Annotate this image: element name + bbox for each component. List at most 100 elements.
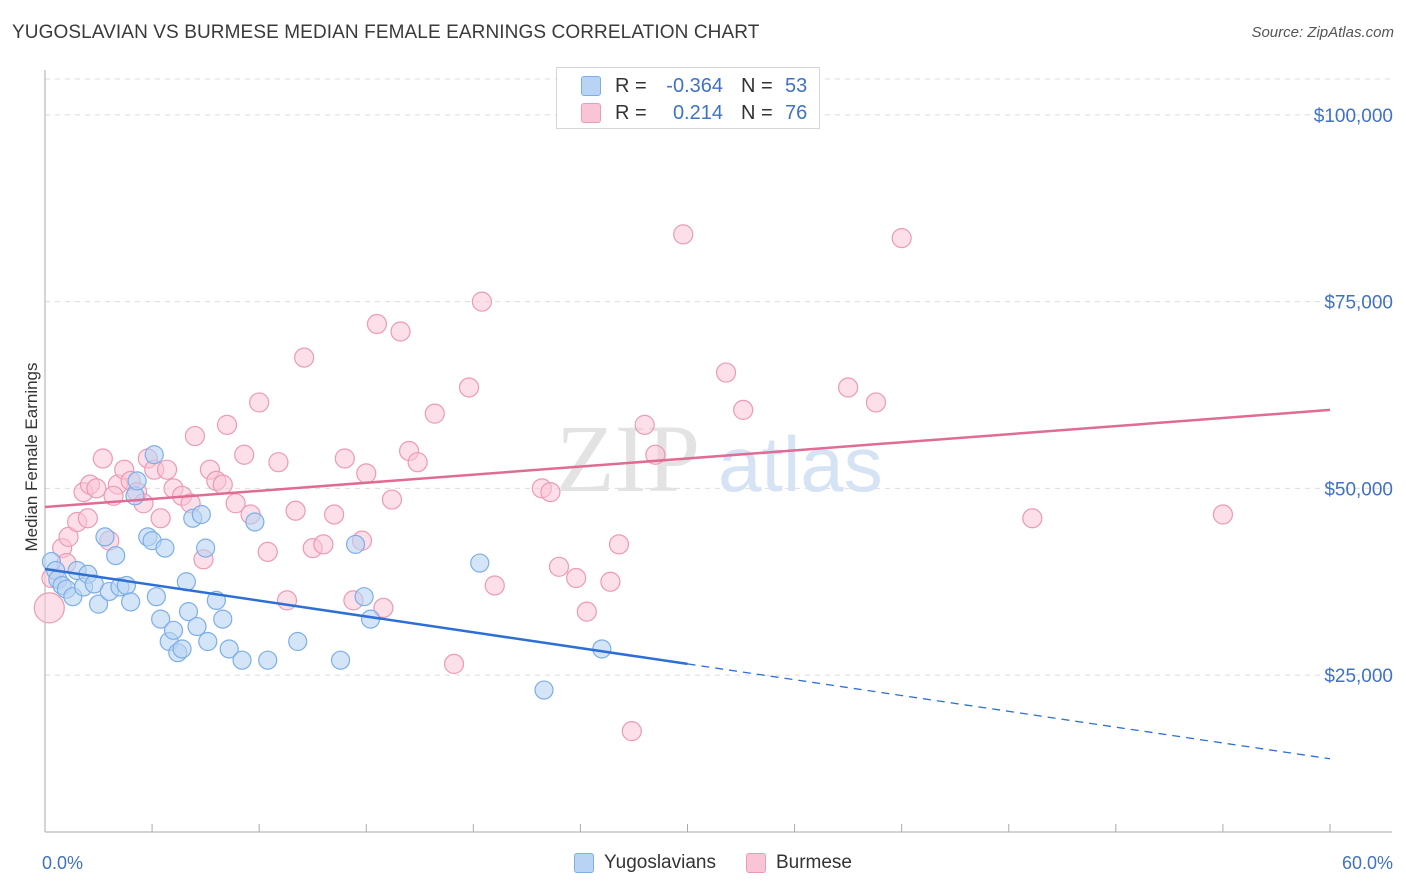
burmese-point [634, 414, 655, 435]
burmese-point [576, 601, 597, 622]
burmese-point [548, 556, 570, 577]
burmese-point [540, 481, 561, 503]
burmese-point [356, 463, 377, 484]
legend-r-label: R = [615, 101, 647, 124]
burmese-point [1212, 504, 1234, 525]
burmese-point [86, 478, 107, 499]
yugoslavians-point [178, 602, 199, 622]
burmese-point [484, 575, 505, 596]
yugoslavians-point [146, 587, 166, 607]
burmese-point [324, 504, 345, 525]
burmese-point [621, 721, 642, 742]
trend-lines [44, 408, 1331, 760]
chart-title: YUGOSLAVIAN VS BURMESE MEDIAN FEMALE EAR… [12, 22, 760, 43]
burmese-point [458, 377, 480, 398]
burmese-point [891, 227, 912, 249]
y-tick-label: $75,000 [1324, 293, 1393, 314]
y-tick-label: $25,000 [1324, 666, 1393, 687]
burmese-point [184, 425, 206, 447]
legend-r-label: R = [615, 74, 647, 97]
yugoslavians-point [144, 445, 164, 465]
burmese-point [407, 452, 428, 473]
burmese-point [334, 448, 355, 469]
legend-row-yugoslavians: R = -0.364 N = 53 [581, 73, 807, 99]
watermark: ZIP atlas [556, 405, 883, 512]
series-legend-burmese[interactable]: Burmese [745, 852, 852, 874]
series-label-burmese: Burmese [775, 852, 852, 873]
burmese-trend-line [44, 408, 1331, 509]
legend-row-burmese: R = 0.214 N = 76 [581, 100, 807, 126]
legend-n-value: 76 [785, 101, 808, 124]
burmese-point [471, 291, 492, 312]
yugoslavians-point [219, 639, 239, 659]
burmese-point [294, 347, 315, 368]
yugoslavians-point [245, 512, 265, 532]
burmese-point [443, 653, 465, 675]
burmese-point [566, 567, 587, 589]
data-points [33, 224, 1234, 742]
legend-r-value: -0.364 [666, 74, 723, 97]
axis-labels: $25,000 $50,000 $75,000 $100,000 0.0% 60.0% Me… [22, 106, 1393, 873]
burmese-point [381, 489, 403, 510]
yugoslavians-point [106, 545, 126, 566]
yugoslavians-point [196, 538, 216, 558]
burmese-point [600, 571, 621, 592]
burmese-point [234, 444, 255, 465]
legend-swatch-burmese [581, 103, 601, 123]
yugoslavians-point [258, 650, 278, 670]
legend-swatch-yugoslavians [581, 76, 601, 96]
burmese-point [216, 414, 238, 435]
yugoslavians-point [163, 620, 184, 640]
burmese-point [608, 534, 630, 555]
burmese-point [276, 590, 298, 611]
yugoslavians-point [88, 594, 109, 614]
yugoslavians-point [534, 680, 554, 700]
legend-n-label: N = [741, 101, 773, 124]
burmese-point [150, 508, 171, 529]
yugoslavians-point [155, 538, 175, 558]
yugoslavians-point [470, 553, 490, 573]
burmese-point [373, 597, 394, 618]
x-tick-label: 60.0% [1342, 853, 1393, 873]
burmese-point [156, 459, 178, 480]
yugoslavians-point [330, 650, 351, 670]
burmese-point [58, 526, 79, 548]
series-legend-yugoslavians[interactable]: Yugoslavians [574, 852, 716, 874]
chart-source: Source: ZipAtlas.com [1251, 24, 1394, 41]
yugoslavians-point [354, 587, 374, 607]
yugoslavians-point [191, 504, 211, 525]
series-swatch-yugoslavians [574, 853, 594, 873]
yugoslavians-point [127, 471, 147, 491]
burmese-point [285, 500, 306, 521]
burmese-point [212, 474, 233, 495]
burmese-point [424, 403, 445, 424]
yugoslavians-point [187, 616, 207, 637]
yugoslavians-point [592, 639, 612, 659]
legend-n-value: 53 [785, 74, 808, 97]
legend-r-value: 0.214 [672, 101, 723, 124]
yugoslavians-trend-line [44, 567, 688, 666]
burmese-point [733, 399, 754, 421]
burmese-point [1022, 508, 1043, 529]
yugoslavians-point [213, 609, 233, 629]
burmese-point [865, 392, 887, 413]
yugoslavians-point [95, 527, 115, 547]
watermark-atlas: atlas [718, 420, 883, 508]
yugoslavians-point [172, 639, 192, 659]
burmese-point [257, 541, 278, 562]
legend-n-label: N = [741, 74, 773, 97]
series-legend: Yugoslavians Burmese [574, 852, 882, 874]
yugoslavians-point [198, 631, 218, 652]
burmese-point [838, 377, 859, 398]
burmese-point [313, 534, 334, 555]
axes [44, 70, 1392, 833]
burmese-point [268, 452, 289, 473]
burmese-point [77, 508, 98, 529]
burmese-point [92, 448, 113, 469]
yugoslavians-point [121, 592, 141, 612]
y-tick-label: $100,000 [1314, 106, 1393, 127]
burmese-point [249, 392, 270, 413]
yugoslavians-point [232, 650, 252, 670]
